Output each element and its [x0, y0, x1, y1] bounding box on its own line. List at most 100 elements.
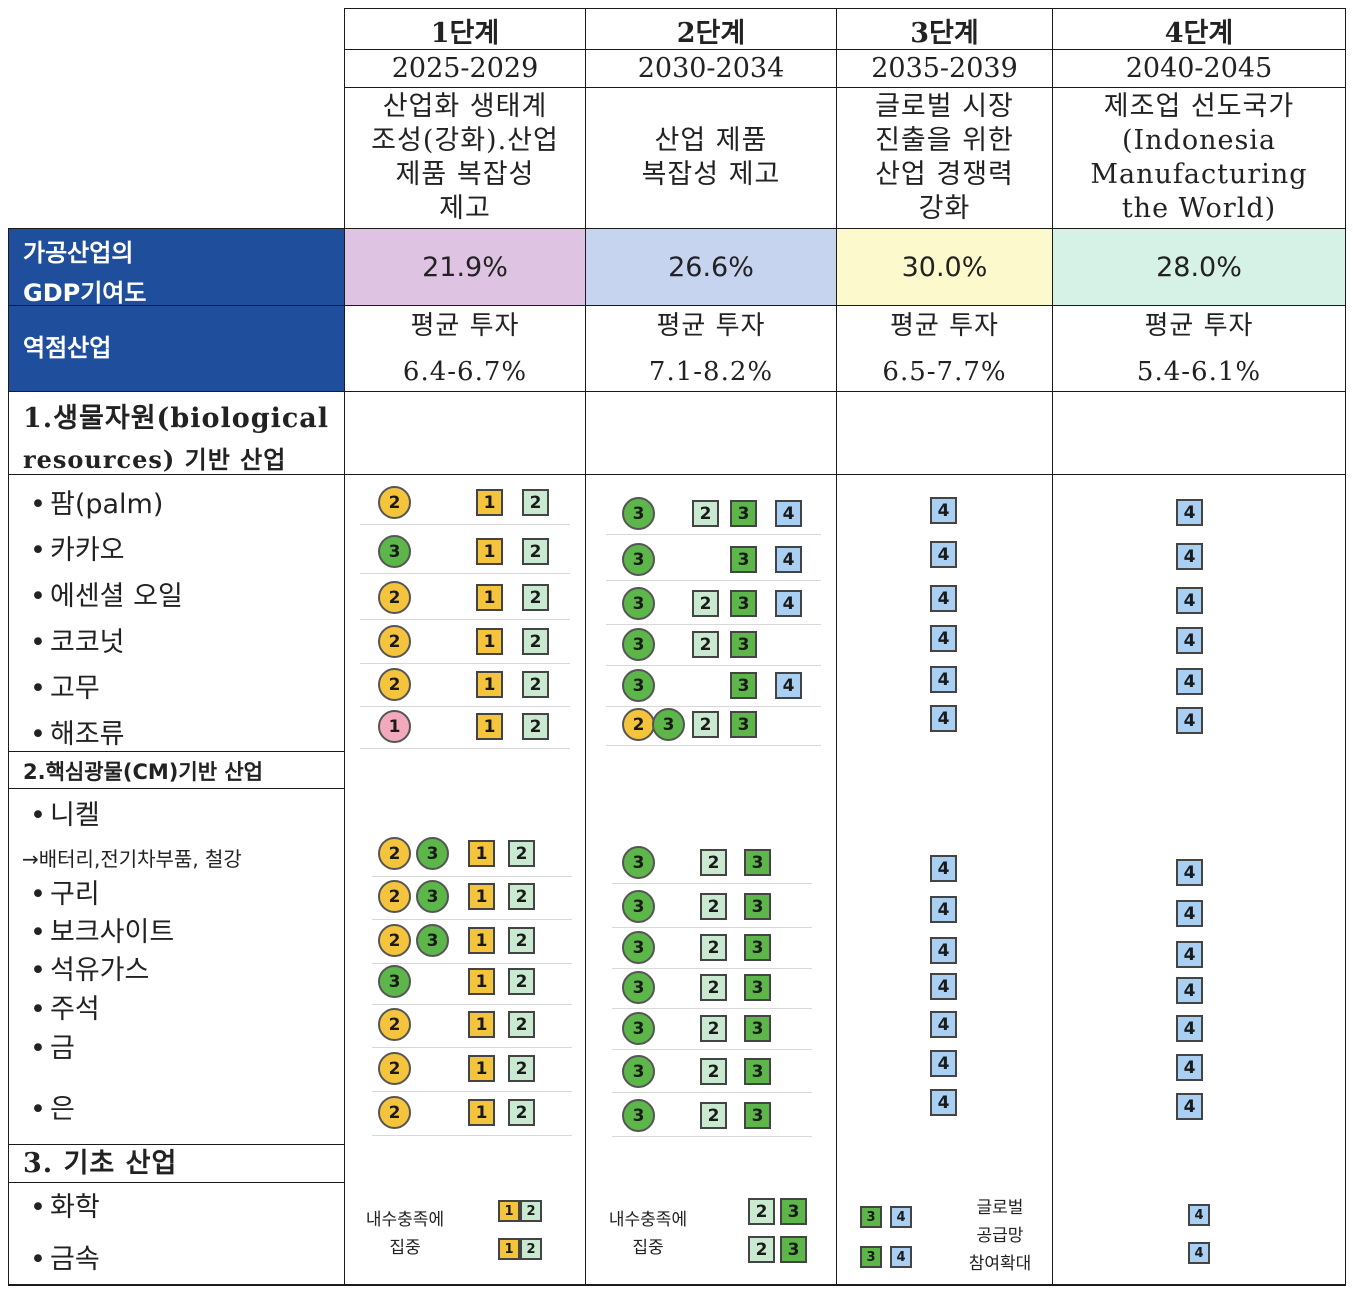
stage-circle-3: 3 — [622, 971, 655, 1004]
nickel-downstream-note: →배터리,전기차부품, 철강 — [22, 847, 242, 871]
stage-square-4: 4 — [930, 541, 957, 568]
gdp-value-stage-3: 30.0% — [837, 229, 1052, 305]
stage-circle-2: 2 — [378, 486, 411, 519]
stage-square-4: 4 — [1176, 587, 1203, 614]
stage-square-2: 2 — [508, 1011, 535, 1038]
item-oil-gas: • 석유가스 — [30, 955, 150, 986]
grid-bottom-line — [8, 1284, 1346, 1286]
stage-square-3: 3 — [744, 934, 771, 961]
stage-square-1: 1 — [476, 671, 503, 698]
stage-circle-2: 2 — [378, 625, 411, 658]
stage-circle-3: 3 — [622, 1012, 655, 1045]
stage-square-3: 3 — [780, 1198, 807, 1225]
badge-row-rule — [372, 963, 572, 964]
grid-section-line — [8, 788, 345, 789]
grid-col-line — [1052, 8, 1053, 1285]
stage-square-4: 4 — [775, 672, 802, 699]
stage-square-4: 4 — [930, 896, 957, 923]
badge-row-rule — [360, 573, 570, 574]
item-cacao: • 카카오 — [30, 535, 125, 566]
badge-row-rule — [372, 1004, 572, 1005]
stage-square-2: 2 — [700, 1015, 727, 1042]
badge-row-rule — [372, 876, 572, 877]
stage-square-3: 3 — [730, 546, 757, 573]
grid-row-line — [8, 305, 1346, 306]
investment-stage-4: 평균 투자 5.4-6.1% — [1136, 310, 1262, 387]
stage-square-3: 3 — [860, 1246, 882, 1268]
item-palm: • 팜(palm) — [30, 489, 164, 520]
stage-square-1: 1 — [468, 883, 495, 910]
investment-stage-3: 평균 투자 6.5-7.7% — [882, 310, 1007, 387]
stage-square-2: 2 — [700, 1058, 727, 1085]
stage-square-1: 1 — [468, 1099, 495, 1126]
stage-2-years: 2030-2034 — [637, 53, 785, 84]
stage-square-4: 4 — [930, 855, 957, 882]
stage-square-4: 4 — [1176, 668, 1203, 695]
investment-stage-2: 평균 투자 7.1-8.2% — [648, 310, 774, 387]
stage-3-global-note: 글로벌 공급망 참여확대 — [968, 1198, 1032, 1274]
stage-circle-3: 3 — [622, 669, 655, 702]
grid-row-line — [344, 87, 1346, 88]
badge-row-rule — [606, 624, 821, 625]
stage-circle-3: 3 — [378, 535, 411, 568]
stage-1-goal: 산업화 생태계 조성(강화).산업 제품 복잡성 제고 — [371, 91, 559, 224]
investment-stage-1: 평균 투자 6.4-6.7% — [402, 310, 528, 387]
stage-square-4: 4 — [1176, 1054, 1203, 1081]
stage-square-4: 4 — [1176, 499, 1203, 526]
stage-circle-3: 3 — [416, 880, 449, 913]
stage-circle-2: 2 — [378, 1052, 411, 1085]
badge-row-rule — [606, 706, 821, 707]
stage-circle-3: 3 — [652, 708, 685, 741]
stage-square-1: 1 — [476, 538, 503, 565]
stage-square-4: 4 — [1188, 1242, 1210, 1264]
stage-circle-2: 2 — [378, 581, 411, 614]
stage-square-2: 2 — [508, 927, 535, 954]
stage-square-2: 2 — [522, 713, 549, 740]
stage-square-2: 2 — [522, 538, 549, 565]
stage-circle-2: 2 — [378, 668, 411, 701]
badge-row-rule — [372, 1135, 572, 1136]
item-coconut: • 코코넛 — [30, 627, 125, 658]
stage-3-goal: 글로벌 시장 진출을 위한 산업 경쟁력 강화 — [875, 91, 1014, 224]
stage-square-3: 3 — [730, 711, 757, 738]
stage-2-title: 2단계 — [676, 17, 746, 49]
item-metal: • 금속 — [30, 1244, 100, 1275]
stage-square-1: 1 — [468, 968, 495, 995]
stage-4-years: 2040-2045 — [1125, 53, 1273, 84]
stage-square-3: 3 — [780, 1236, 807, 1263]
grid-left-edge — [8, 228, 9, 1285]
stage-square-4: 4 — [930, 705, 957, 732]
stage-square-3: 3 — [744, 1015, 771, 1042]
stage-square-4: 4 — [775, 546, 802, 573]
stage-square-2: 2 — [700, 849, 727, 876]
stage-circle-2: 2 — [378, 837, 411, 870]
item-tin: • 주석 — [30, 994, 100, 1025]
stage-square-4: 4 — [1176, 900, 1203, 927]
stage-square-2: 2 — [508, 840, 535, 867]
badge-row-rule — [606, 534, 821, 535]
stage-square-2: 2 — [692, 590, 719, 617]
stage-circle-3: 3 — [622, 846, 655, 879]
stage-circle-3: 3 — [622, 543, 655, 576]
stage-square-3: 3 — [730, 590, 757, 617]
item-nickel: • 니켈 — [30, 800, 100, 831]
grid-section-line — [8, 751, 345, 752]
stage-1-domestic-note: 내수충족에 집중 — [365, 1210, 445, 1258]
stage-square-4: 4 — [775, 500, 802, 527]
stage-circle-2: 2 — [378, 1008, 411, 1041]
stage-square-4: 4 — [1188, 1204, 1210, 1226]
badge-row-rule — [612, 883, 812, 884]
stage-square-3: 3 — [744, 974, 771, 1001]
badge-row-rule — [612, 1008, 812, 1009]
stage-square-1: 1 — [468, 1011, 495, 1038]
grid-col-line — [344, 8, 345, 1285]
item-chemical: • 화학 — [30, 1192, 100, 1223]
stage-circle-2: 2 — [378, 924, 411, 957]
grid-row-line — [8, 391, 1346, 392]
stage-circle-3: 3 — [416, 924, 449, 957]
stage-square-4: 4 — [890, 1246, 912, 1268]
stage-circle-2: 2 — [378, 880, 411, 913]
stage-square-2: 2 — [692, 631, 719, 658]
grid-section-line — [8, 1144, 345, 1145]
stage-3-title: 3단계 — [910, 17, 979, 49]
